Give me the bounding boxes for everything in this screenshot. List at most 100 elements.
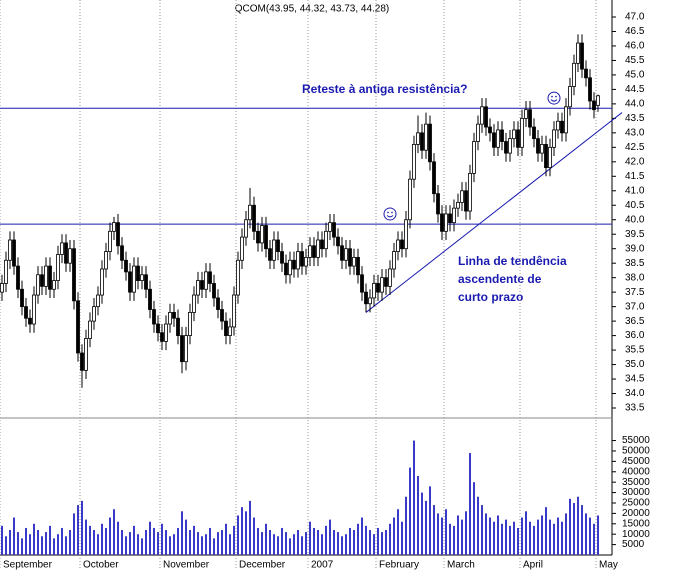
annotation: Reteste à antiga resistência? — [302, 82, 467, 96]
y-tick-label: 42.5 — [625, 142, 645, 153]
volume-bar — [97, 534, 99, 555]
candle-body — [376, 283, 380, 293]
y-tick-label: 37.0 — [625, 301, 645, 312]
candle-body — [64, 242, 68, 264]
volume-bar — [337, 532, 339, 555]
volume-bar — [505, 519, 507, 555]
volume-bar — [221, 530, 223, 555]
volume-bar — [65, 536, 67, 555]
y-tick-label: 33.5 — [625, 403, 645, 414]
candle-body — [168, 312, 172, 325]
candle-body — [124, 259, 128, 273]
candle-body — [104, 251, 108, 270]
volume-bar — [457, 515, 459, 555]
volume-bar — [333, 530, 335, 555]
volume-bar — [349, 527, 351, 555]
candle-body — [196, 280, 200, 296]
candle-body — [368, 297, 372, 305]
volume-bar — [513, 521, 515, 555]
volume-bar — [569, 498, 571, 555]
volume-bar — [413, 440, 415, 555]
candle-body — [136, 265, 140, 281]
candle-body — [68, 248, 72, 264]
candle-body — [492, 132, 496, 148]
volume-bar — [561, 521, 563, 555]
candle-body — [548, 146, 552, 169]
candle-body — [404, 219, 408, 250]
y2-tick-label: 30000 — [622, 487, 650, 498]
volume-bar — [433, 505, 435, 555]
smiley-marker — [547, 91, 561, 105]
candle-body — [332, 222, 336, 238]
candle-body — [436, 193, 440, 215]
volume-bar — [261, 532, 263, 555]
volume-bar — [253, 517, 255, 555]
candle-body — [56, 254, 60, 281]
y2-tick-label: 35000 — [622, 477, 650, 488]
volume-bar — [237, 515, 239, 555]
volume-bar — [285, 532, 287, 555]
volume-bar — [545, 507, 547, 555]
candle-body — [596, 95, 600, 106]
volume-bar — [393, 517, 395, 555]
candle-body — [84, 338, 88, 371]
volume-bar — [149, 521, 151, 555]
candle-body — [508, 138, 512, 154]
candle-body — [520, 117, 524, 148]
y-tick-label: 39.5 — [625, 229, 645, 240]
volume-bar — [469, 453, 471, 555]
candle-body — [532, 126, 536, 140]
volume-bar — [73, 513, 75, 555]
y-tick-label: 35.0 — [625, 359, 645, 370]
candle-body — [4, 259, 8, 284]
candle-body — [576, 42, 580, 64]
y2-tick-label: 45000 — [622, 456, 650, 467]
candle-body — [260, 225, 264, 244]
volume-bar — [369, 530, 371, 555]
y-tick-label: 40.0 — [625, 214, 645, 225]
candle-body — [244, 219, 248, 238]
candle-body — [592, 100, 596, 111]
volume-bar — [461, 519, 463, 555]
volume-bar — [177, 527, 179, 555]
volume-bar — [293, 534, 295, 555]
volume-bar — [465, 511, 467, 555]
candle-body — [388, 268, 392, 287]
candle-body — [48, 265, 52, 290]
volume-bar — [217, 532, 219, 555]
y-tick-label: 38.0 — [625, 272, 645, 283]
volume-bar — [249, 500, 251, 555]
volume-bar — [377, 527, 379, 555]
volume-bar — [69, 530, 71, 555]
y-tick-label: 36.0 — [625, 330, 645, 341]
volume-bar — [277, 536, 279, 555]
y2-tick-label: 50000 — [622, 446, 650, 457]
volume-bar — [389, 523, 391, 555]
volume-bar — [189, 530, 191, 555]
volume-bar — [501, 523, 503, 555]
volume-bar — [585, 513, 587, 555]
volume-bar — [53, 538, 55, 555]
candle-body — [100, 268, 104, 296]
candle-body — [88, 320, 92, 339]
volume-bar — [257, 527, 259, 555]
y-tick-label: 35.5 — [625, 345, 645, 356]
candle-body — [320, 239, 324, 250]
volume-bar — [537, 519, 539, 555]
volume-bar — [345, 534, 347, 555]
volume-bar — [109, 517, 111, 555]
y-tick-label: 45.5 — [625, 55, 645, 66]
candle-body — [108, 230, 112, 252]
volume-bar — [497, 515, 499, 555]
y-tick-label: 45.0 — [625, 70, 645, 81]
candle-body — [144, 274, 148, 290]
y2-tick-label: 55000 — [622, 435, 650, 446]
candle-body — [460, 190, 464, 203]
volume-bar — [453, 525, 455, 555]
candle-body — [528, 109, 532, 128]
volume-bar — [121, 530, 123, 555]
volume-bar — [385, 530, 387, 555]
candle-body — [400, 239, 404, 250]
volume-bar — [313, 527, 315, 555]
candle-body — [484, 106, 488, 128]
